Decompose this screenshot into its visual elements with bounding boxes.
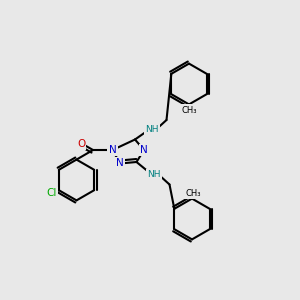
Text: CH₃: CH₃ [182, 106, 197, 115]
Text: N: N [116, 158, 124, 169]
Text: NH: NH [148, 170, 161, 179]
Text: N: N [109, 145, 116, 155]
Text: NH: NH [145, 125, 159, 134]
Text: O: O [77, 139, 85, 149]
Text: CH₃: CH₃ [186, 189, 201, 198]
Text: Cl: Cl [46, 188, 56, 198]
Text: N: N [140, 145, 148, 155]
